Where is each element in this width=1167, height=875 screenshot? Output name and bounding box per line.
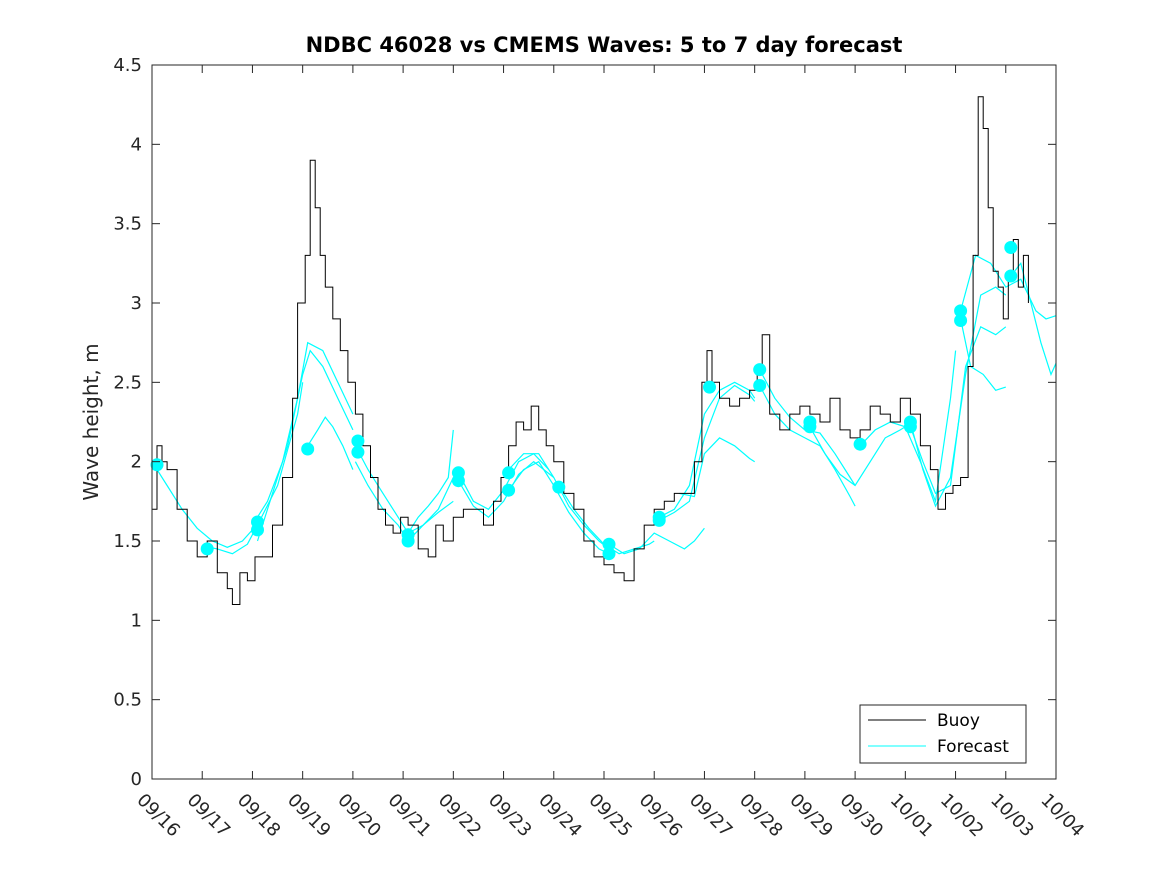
legend: Buoy Forecast: [859, 704, 1027, 764]
forecast-marker-20: [753, 363, 767, 377]
legend-box: [859, 704, 1027, 764]
forecast-line-16: [658, 384, 756, 521]
forecast-marker-14: [552, 480, 566, 494]
forecast-marker-5: [301, 442, 315, 456]
forecast-marker-21: [753, 379, 767, 392]
forecast-line-25: [960, 254, 1057, 320]
forecast-marker-12: [502, 466, 516, 480]
legend-forecast-label: Forecast: [937, 737, 1009, 757]
forecast-line-18: [759, 385, 856, 507]
buoy-line: [152, 96, 1029, 605]
forecast-line-15: [658, 381, 756, 518]
forecast-marker-16: [602, 547, 616, 561]
forecast-marker-11: [451, 474, 465, 488]
forecast-marker-15: [602, 537, 616, 551]
forecast-marker-27: [954, 304, 968, 318]
forecast-line-4: [256, 349, 354, 542]
forecast-marker-2: [200, 542, 214, 556]
forecast-line-17: [679, 437, 756, 498]
forecast-line-20: [809, 426, 906, 487]
forecast-line-2: [202, 382, 304, 555]
forecast-marker-19: [703, 380, 716, 394]
series-layer: [150, 96, 1057, 605]
y-tick-label: 4: [131, 134, 142, 155]
forecast-marker-30: [1004, 269, 1018, 283]
forecast-marker-4: [251, 523, 264, 537]
y-tick-label: 3: [131, 293, 142, 314]
forecast-marker-28: [954, 314, 968, 327]
forecast-marker-23: [803, 420, 817, 434]
forecast-line-21: [859, 350, 957, 504]
y-tick-label: 2.5: [113, 372, 142, 393]
forecast-line-3: [251, 341, 354, 526]
forecast-marker-24: [853, 437, 867, 451]
forecast-marker-26: [903, 420, 917, 434]
forecast-marker-9: [401, 534, 415, 548]
y-tick-label: 1: [131, 610, 142, 631]
chart-title: NDBC 46028 vs CMEMS Waves: 5 to 7 day fo…: [306, 33, 903, 57]
legend-buoy-label: Buoy: [937, 711, 980, 731]
forecast-line-24: [960, 318, 1006, 391]
y-axis-label: Wave height, m: [79, 343, 103, 500]
forecast-marker-7: [351, 445, 365, 459]
y-tick-label: 1.5: [113, 531, 142, 552]
forecast-marker-13: [502, 483, 516, 497]
y-tick-label: 0.5: [113, 690, 142, 711]
y-tick-label: 4.5: [113, 55, 142, 76]
y-tick-label: 0: [131, 769, 142, 790]
forecast-line-8: [407, 429, 454, 534]
y-tick-label: 3.5: [113, 214, 142, 235]
y-tick-label: 2: [131, 452, 142, 473]
forecast-line-23: [909, 286, 1007, 508]
forecast-marker-29: [1004, 241, 1018, 254]
forecast-line-1: [151, 461, 253, 548]
forecast-line-14: [608, 527, 705, 555]
forecast-line-26: [1010, 261, 1057, 377]
forecast-line-10: [457, 460, 555, 518]
forecast-line-12: [508, 460, 610, 555]
forecast-marker-18: [652, 513, 666, 527]
forecast-line-5: [307, 416, 354, 470]
forecast-marker-6: [351, 434, 365, 448]
